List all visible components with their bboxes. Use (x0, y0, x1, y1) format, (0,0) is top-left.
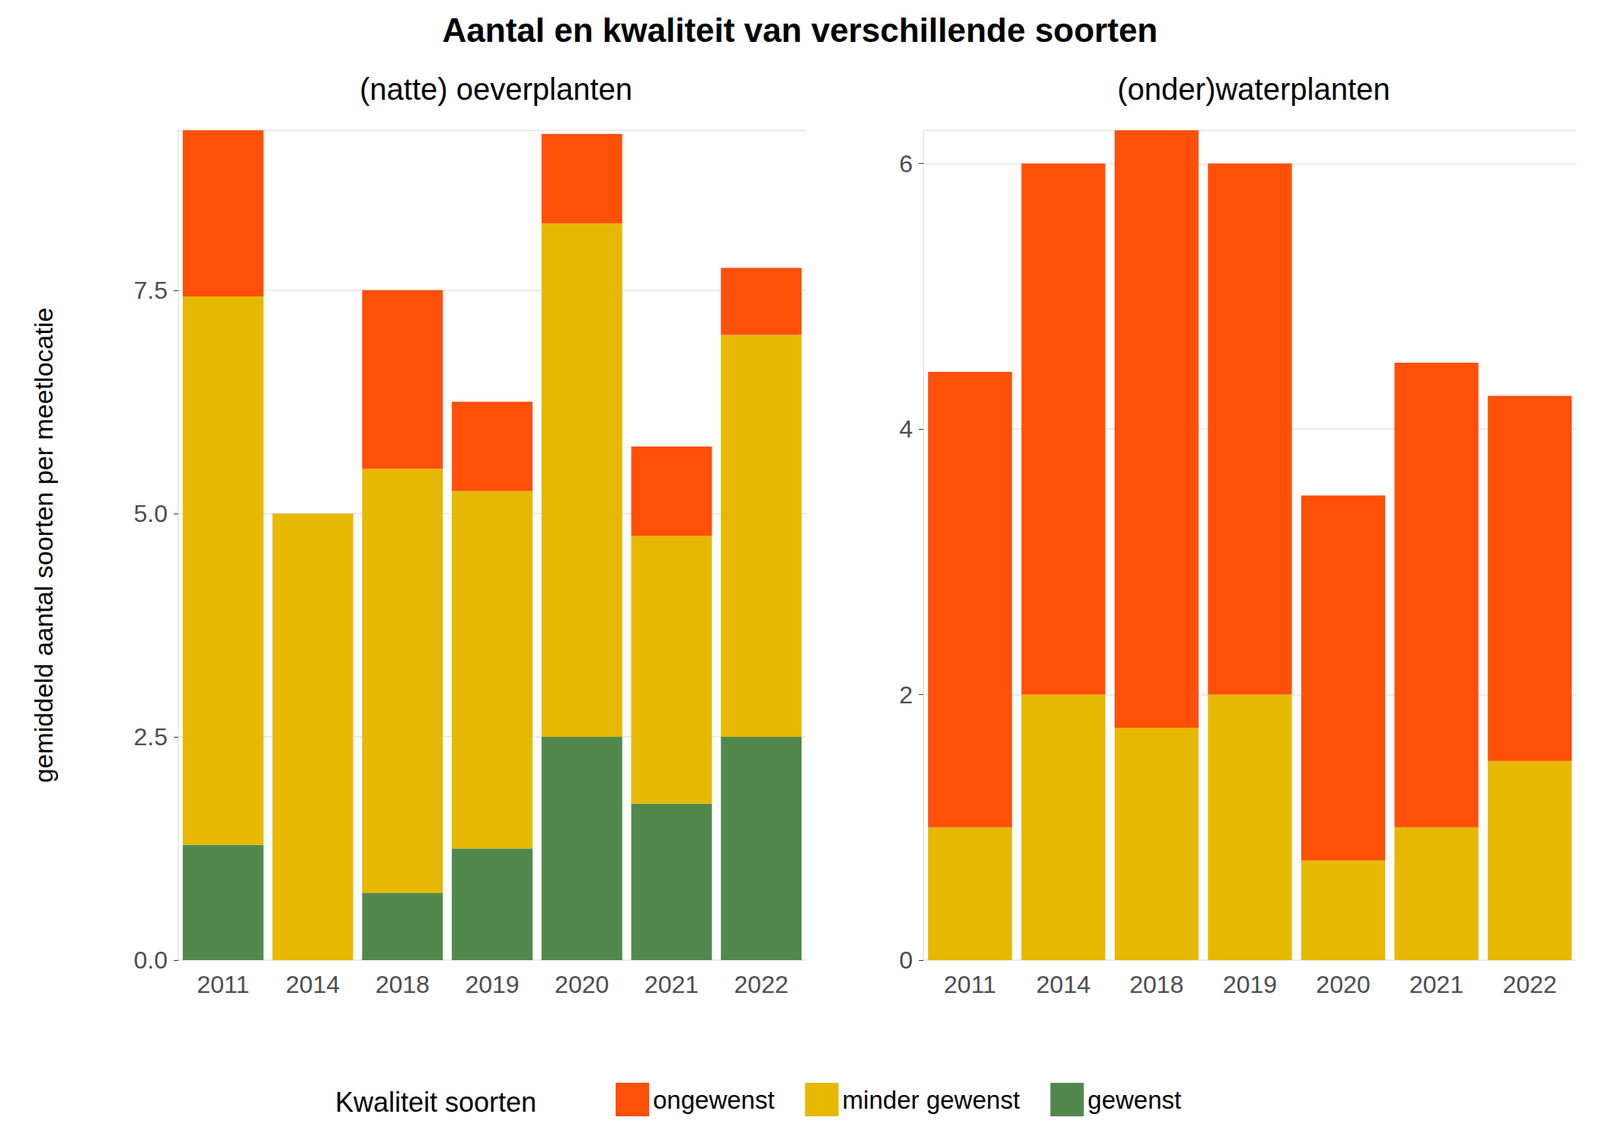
svg-text:7.5: 7.5 (134, 276, 168, 304)
svg-text:(natte) oeverplanten: (natte) oeverplanten (359, 72, 633, 106)
svg-text:gewenst: gewenst (1088, 1085, 1182, 1114)
svg-text:(onder)waterplanten: (onder)waterplanten (1117, 72, 1391, 106)
svg-text:2.5: 2.5 (134, 723, 168, 751)
svg-text:gemiddeld aantal soorten per m: gemiddeld aantal soorten per meetlocatie (28, 307, 58, 784)
svg-text:2018: 2018 (1129, 970, 1184, 999)
svg-text:minder gewenst: minder gewenst (842, 1085, 1021, 1114)
svg-text:Aantal en kwaliteit van versch: Aantal en kwaliteit van verschillende so… (442, 11, 1159, 49)
svg-text:0: 0 (899, 946, 913, 974)
svg-text:5.0: 5.0 (134, 499, 168, 528)
svg-text:2: 2 (899, 681, 913, 709)
svg-text:2011: 2011 (196, 970, 250, 999)
svg-text:2019: 2019 (464, 970, 519, 999)
svg-text:2022: 2022 (734, 970, 789, 999)
svg-text:2020: 2020 (554, 970, 609, 999)
svg-text:2011: 2011 (944, 970, 997, 999)
svg-text:2014: 2014 (1036, 970, 1091, 999)
svg-text:Kwaliteit soorten: Kwaliteit soorten (335, 1086, 537, 1118)
svg-text:2018: 2018 (375, 970, 430, 999)
svg-text:2021: 2021 (1409, 970, 1464, 999)
svg-text:2019: 2019 (1222, 970, 1277, 999)
svg-text:2021: 2021 (644, 970, 699, 999)
svg-text:ongewenst: ongewenst (652, 1085, 775, 1114)
svg-text:6: 6 (899, 150, 913, 178)
svg-text:2022: 2022 (1502, 970, 1557, 999)
svg-text:2014: 2014 (285, 970, 340, 999)
svg-text:2020: 2020 (1315, 970, 1370, 999)
svg-text:0.0: 0.0 (134, 946, 168, 974)
svg-text:4: 4 (899, 415, 913, 443)
